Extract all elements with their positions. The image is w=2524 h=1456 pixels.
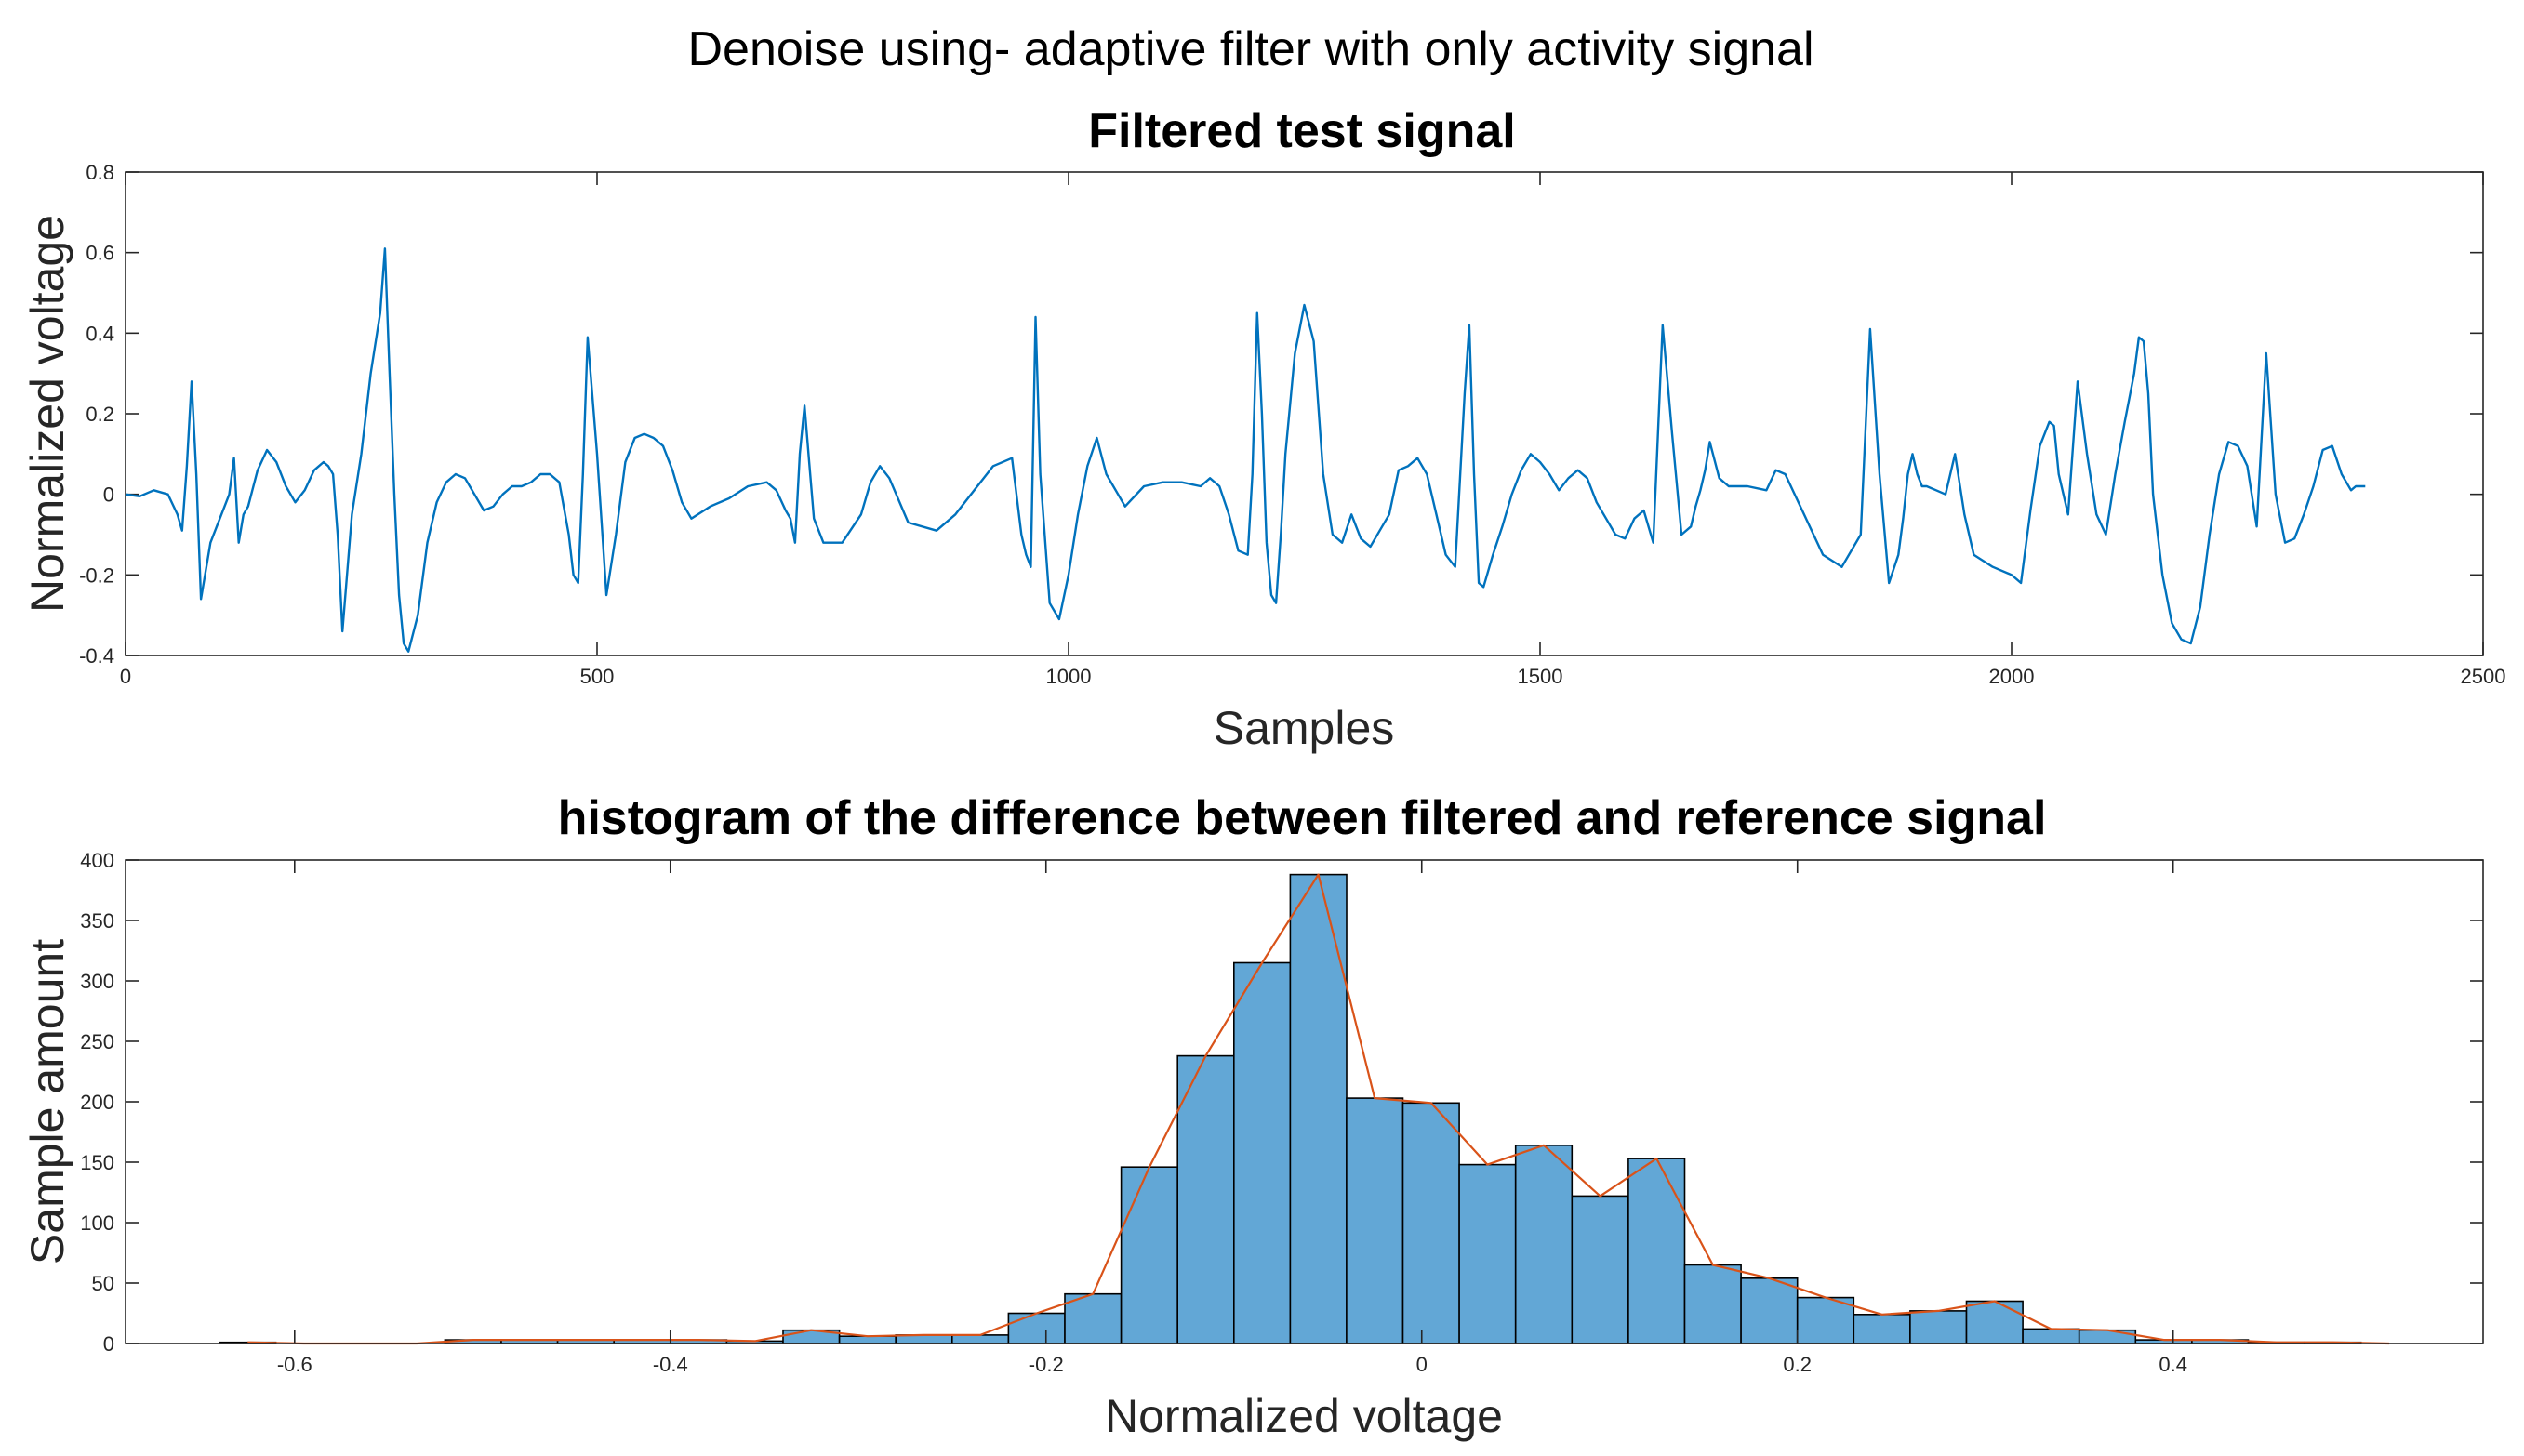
histogram-bar (1176, 1054, 1235, 1344)
histogram-y-tick-label: 50 (92, 1272, 114, 1295)
histogram-x-tick-label: -0.4 (653, 1353, 688, 1376)
histogram-y-tick-label: 300 (80, 970, 114, 993)
histogram-chart-title: histogram of the difference between filt… (558, 791, 2047, 845)
histogram-bar (1514, 1145, 1574, 1344)
histogram-bar (1289, 873, 1348, 1344)
histogram-y-tick-label: 200 (80, 1091, 114, 1114)
histogram-x-tick-label: 0.4 (2159, 1353, 2187, 1376)
histogram-bar (1909, 1310, 1968, 1344)
signal-chart-title: Filtered test signal (1088, 104, 1515, 158)
signal-y-tick-label: 0.6 (86, 242, 114, 265)
signal-y-label: Normalized voltage (21, 215, 73, 613)
histogram-bar (1233, 961, 1292, 1344)
signal-x-tick-label: 0 (120, 665, 131, 688)
histogram-x-tick-label: -0.2 (1029, 1353, 1064, 1376)
figure-title: Denoise using- adaptive filter with only… (687, 22, 1813, 76)
histogram-y-tick-label: 150 (80, 1151, 114, 1174)
histogram-bar (1740, 1277, 1799, 1344)
signal-y-tick-label: 0.8 (86, 161, 114, 184)
histogram-panel: histogram of the difference between filt… (21, 791, 2484, 1442)
histogram-bar (1627, 1158, 1686, 1344)
signal-x-label: Samples (1214, 702, 1395, 754)
signal-x-tick-label: 1500 (1518, 665, 1563, 688)
histogram-bar (1401, 1102, 1460, 1344)
signal-y-tick-label: 0.2 (86, 403, 114, 426)
histogram-bar (1683, 1264, 1742, 1344)
histogram-x-tick-label: 0 (1416, 1353, 1428, 1376)
histogram-bar (1965, 1300, 2024, 1344)
signal-y-tick-label: -0.4 (79, 644, 114, 668)
histogram-y-tick-label: 100 (80, 1211, 114, 1235)
signal-y-tick-label: 0 (103, 483, 114, 507)
signal-x-tick-label: 1000 (1046, 665, 1092, 688)
signal-x-tick-label: 2000 (1989, 665, 2035, 688)
histogram-y-label: Sample amount (21, 939, 73, 1264)
histogram-bar (2078, 1329, 2137, 1344)
histogram-y-tick-label: 0 (103, 1332, 114, 1356)
histogram-bar (1853, 1314, 1911, 1344)
signal-x-tick-label: 2500 (2461, 665, 2506, 688)
signal-line (125, 247, 2366, 653)
histogram-frequency-polygon (247, 873, 2390, 1345)
histogram-y-tick-label: 400 (80, 849, 114, 872)
histogram-bar (1458, 1163, 1517, 1344)
histogram-x-label: Normalized voltage (1105, 1390, 1503, 1442)
histogram-ticks: -0.6 -0.4 -0.2 0 0.2 0.4 0 50 100 150 200 250 300 350… (80, 849, 2483, 1376)
histogram-x-tick-label: 0.2 (1783, 1353, 1812, 1376)
histogram-bar (1346, 1097, 1404, 1344)
signal-ticks: 0 500 1000 1500 2000 2500 -0.4 -0.2 0 0.2 0.4 0.6 0.… (79, 161, 2505, 688)
signal-panel: Filtered test signal 0 500 1000 1500 2000 250… (21, 104, 2505, 754)
histogram-x-tick-label: -0.6 (277, 1353, 312, 1376)
histogram-y-tick-label: 250 (80, 1030, 114, 1053)
histogram-bar (1120, 1166, 1178, 1344)
signal-y-tick-label: -0.2 (79, 563, 114, 587)
histogram-bars (219, 873, 2362, 1344)
signal-x-tick-label: 500 (580, 665, 615, 688)
histogram-bar (838, 1335, 897, 1344)
histogram-bar (1007, 1312, 1066, 1344)
signal-y-tick-label: 0.4 (86, 322, 114, 345)
histogram-y-tick-label: 350 (80, 909, 114, 933)
signal-axes-box (125, 171, 2484, 656)
histogram-bar (950, 1334, 1010, 1344)
histogram-bar (1571, 1195, 1629, 1344)
histogram-bar (2022, 1328, 2080, 1344)
